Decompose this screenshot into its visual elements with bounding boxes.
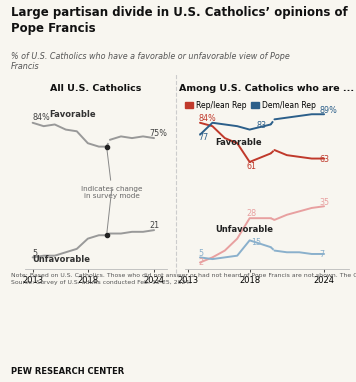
Text: 61: 61 — [246, 162, 257, 171]
Text: 35: 35 — [320, 197, 330, 207]
Text: Indicates change
in survey mode: Indicates change in survey mode — [82, 149, 143, 199]
Text: Unfavorable: Unfavorable — [215, 225, 273, 234]
Text: 84%: 84% — [198, 114, 216, 123]
Legend: Rep/lean Rep, Dem/lean Rep: Rep/lean Rep, Dem/lean Rep — [182, 97, 319, 113]
Text: 28: 28 — [246, 209, 256, 219]
Text: Note: Based on U.S. Catholics. Those who did not answer or had not heard of Pope: Note: Based on U.S. Catholics. Those who… — [11, 273, 356, 285]
Text: 83: 83 — [256, 121, 266, 130]
Text: 7: 7 — [320, 249, 325, 259]
Text: Large partisan divide in U.S. Catholics’ opinions of
Pope Francis: Large partisan divide in U.S. Catholics’… — [11, 6, 347, 35]
Text: Unfavorable: Unfavorable — [33, 256, 91, 264]
Text: 5: 5 — [33, 249, 38, 258]
Text: PEW RESEARCH CENTER: PEW RESEARCH CENTER — [11, 367, 124, 376]
Text: 2: 2 — [198, 258, 203, 267]
Text: 5: 5 — [198, 249, 203, 258]
Text: 84%: 84% — [33, 113, 51, 122]
Text: 15: 15 — [251, 238, 261, 248]
Text: Favorable: Favorable — [49, 110, 96, 119]
Text: 21: 21 — [150, 222, 160, 230]
Text: % of U.S. Catholics who have a favorable or unfavorable view of Pope
Francis: % of U.S. Catholics who have a favorable… — [11, 52, 289, 71]
Text: 63: 63 — [320, 155, 330, 164]
Text: 89%: 89% — [320, 105, 337, 115]
Title: Among U.S. Catholics who are ...: Among U.S. Catholics who are ... — [179, 84, 355, 93]
Text: Favorable: Favorable — [215, 138, 262, 147]
Text: 75%: 75% — [149, 129, 167, 138]
Title: All U.S. Catholics: All U.S. Catholics — [51, 84, 142, 93]
Text: 77: 77 — [198, 133, 208, 142]
